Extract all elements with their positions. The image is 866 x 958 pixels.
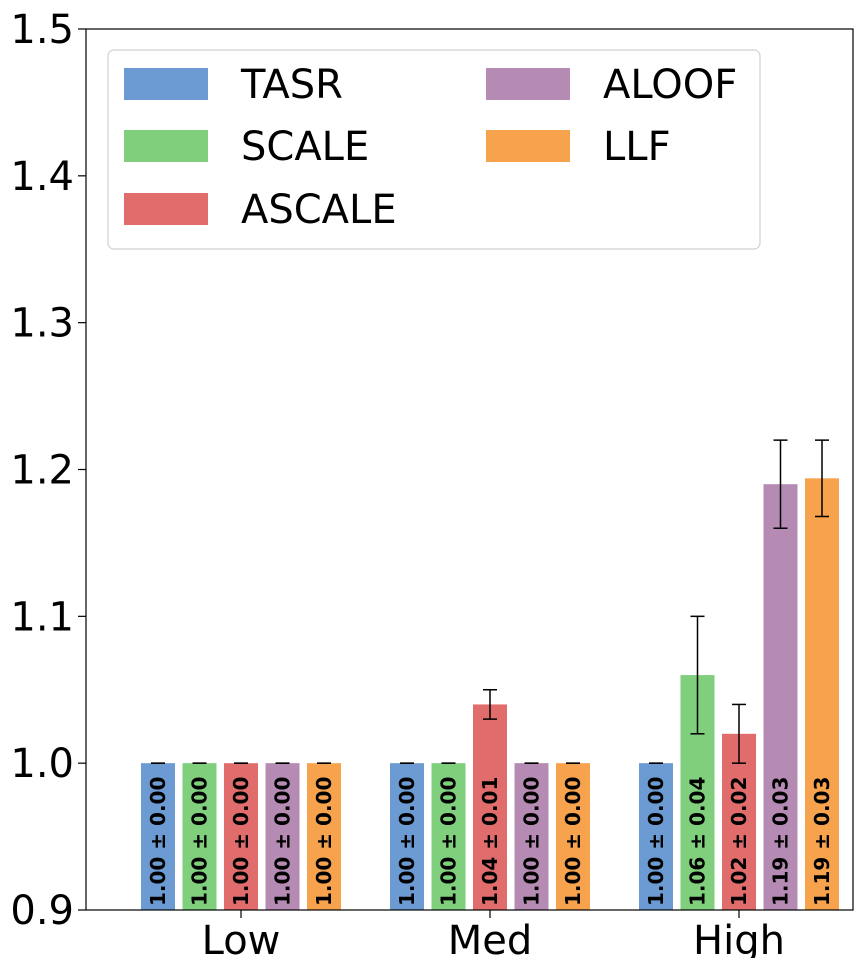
legend-label-aloof: ALOOF (603, 62, 737, 108)
y-tick-label: 1.3 (10, 301, 74, 347)
legend-label-llf: LLF (603, 124, 671, 170)
y-tick-label: 1.0 (10, 741, 74, 787)
bar-tasr-high (639, 763, 673, 910)
bar-value-label: 1.00 ± 0.00 (188, 777, 212, 906)
bar-value-label: 1.00 ± 0.00 (561, 777, 585, 906)
bar-tasr-med (390, 763, 424, 910)
bar-value-label: 1.00 ± 0.00 (312, 777, 336, 906)
legend-label-ascale: ASCALE (241, 187, 397, 233)
bar-ascale-med (473, 704, 507, 910)
legend: TASR SCALE ASCALE ALOOF LLF (107, 49, 761, 250)
legend-label-scale: SCALE (241, 124, 369, 170)
y-tick-label: 0.9 (10, 888, 74, 934)
x-tick-label: Low (202, 918, 281, 958)
bar-value-label: 1.19 ± 0.03 (810, 777, 834, 906)
bar-value-label: 1.00 ± 0.00 (229, 777, 253, 906)
legend-swatch-llf (486, 130, 570, 162)
error-bar-ascale-high (732, 703, 746, 764)
bar-value-label: 1.02 ± 0.02 (727, 777, 751, 906)
bar-aloof-med (514, 763, 549, 910)
bar-labels-layer: 1.00 ± 0.00 1.00 ± 0.00 1.00 ± 0.00 1.00 ± … (146, 777, 834, 906)
bar-llf-low (307, 763, 341, 910)
bar-value-label: 1.00 ± 0.00 (146, 777, 170, 906)
error-bar-ascale-med (483, 689, 497, 720)
bar-value-label: 1.00 ± 0.00 (520, 777, 544, 906)
bar-scale-low (182, 763, 217, 910)
bar-value-label: 1.06 ± 0.04 (686, 777, 710, 906)
error-bar-aloof-high (773, 439, 788, 529)
bar-scale-med (431, 763, 466, 910)
y-tick-label: 1.2 (10, 448, 74, 494)
legend-swatch-aloof (486, 68, 570, 100)
y-axis: 0.9 1.0 1.1 1.2 1.3 1.4 1.5 (10, 7, 86, 934)
legend-swatch-ascale (124, 193, 208, 225)
bar-value-label: 1.04 ± 0.01 (478, 777, 502, 906)
legend-label-tasr: TASR (240, 62, 343, 108)
bar-ascale-low (224, 763, 258, 910)
x-tick-label: High (693, 918, 785, 958)
legend-swatch-scale (124, 130, 208, 162)
bar-aloof-high (763, 484, 798, 910)
bar-llf-med (556, 763, 590, 910)
bar-value-label: 1.00 ± 0.00 (271, 777, 295, 906)
x-tick-label: Med (448, 918, 533, 958)
bar-value-label: 1.19 ± 0.03 (769, 777, 793, 906)
y-tick-label: 1.1 (10, 594, 74, 640)
legend-frame (107, 49, 761, 250)
legend-swatch-tasr (124, 68, 208, 100)
y-tick-label: 1.5 (10, 7, 74, 53)
bar-value-label: 1.00 ± 0.00 (395, 777, 419, 906)
bar-llf-high (805, 478, 839, 910)
bar-tasr-low (141, 763, 175, 910)
bars-layer (141, 478, 839, 910)
y-tick-label: 1.4 (10, 154, 74, 200)
bar-aloof-low (265, 763, 300, 910)
x-axis: Low Med High (202, 910, 785, 958)
error-bar-scale-high (690, 615, 705, 735)
bar-value-label: 1.00 ± 0.00 (437, 777, 461, 906)
error-bars-layer (151, 439, 829, 764)
error-bar-llf-high (815, 439, 829, 518)
bar-value-label: 1.00 ± 0.00 (644, 777, 668, 906)
